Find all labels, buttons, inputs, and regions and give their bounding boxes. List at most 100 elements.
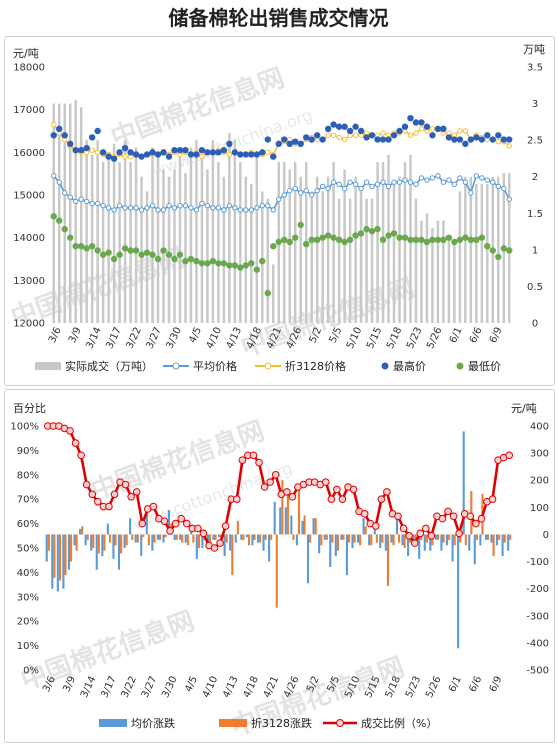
volume-bar: [162, 169, 165, 323]
avg-price-line-marker: [193, 207, 200, 213]
deal-ratio-marker: [422, 524, 430, 533]
change3128-bar: [475, 534, 478, 540]
min-price-point: [440, 236, 447, 243]
avg-price-line-marker: [352, 181, 359, 188]
deal-ratio-marker: [216, 539, 224, 547]
right-axis-unit: 元/吨: [511, 402, 537, 415]
volume-bar: [57, 103, 61, 323]
x-tick: 5/23: [405, 326, 424, 351]
y-tick-right: 200: [530, 476, 549, 487]
change3128-bar: [181, 534, 184, 543]
max-price-point: [77, 147, 85, 154]
right-axis-unit: 万吨: [523, 43, 545, 56]
avg-change-bar: [451, 534, 454, 562]
avg-price-line-marker: [435, 173, 441, 179]
max-price-point: [363, 134, 370, 141]
deal-ratio-marker: [399, 524, 408, 533]
deal-ratio-marker: [466, 512, 475, 521]
min-price-point: [379, 236, 387, 243]
y-tick-right: 2: [532, 172, 538, 183]
change3128-bar: [147, 534, 150, 546]
volume-bar: [359, 191, 363, 323]
min-price-point: [335, 236, 343, 243]
max-price-point: [83, 144, 90, 152]
min-price-point: [253, 266, 261, 273]
price-volume-chart: 中国棉花信息网www.cottonchina.org中国棉花信息网中国棉花信息网…: [7, 43, 545, 373]
change3128-bar: [436, 534, 440, 540]
change3128-bar: [464, 534, 467, 546]
change3128-bar: [197, 534, 200, 548]
max-price-point: [396, 127, 403, 135]
avg-price-line-marker: [111, 207, 117, 213]
max-price-point: [385, 136, 392, 143]
x-tick: 5/15: [365, 326, 384, 351]
legend-swatch-min: [456, 362, 464, 370]
avg-change-bar: [340, 534, 343, 540]
max-price-point: [467, 136, 475, 143]
max-price-point: [401, 123, 409, 130]
max-price-point: [259, 149, 266, 156]
volume-bar: [365, 198, 368, 323]
max-price-point: [440, 125, 447, 133]
volume-bar: [326, 176, 330, 323]
min-price-point: [193, 257, 200, 265]
avg-change-bar: [401, 534, 404, 546]
avg-price-line-marker: [391, 179, 397, 185]
min-price-point: [160, 247, 167, 254]
min-price-point: [116, 251, 123, 258]
y-tick-right: -200: [526, 584, 549, 595]
max-price-point: [176, 147, 184, 154]
max-price-point: [297, 140, 304, 147]
y-tick-left: 14000: [13, 233, 45, 244]
x-tick: 4/10: [205, 326, 224, 351]
deal-ratio-marker: [377, 495, 386, 503]
avg-price-line-marker: [276, 196, 282, 202]
min-price-point: [506, 247, 513, 254]
avg-price-line-marker: [127, 205, 134, 211]
legend-label: 折3128涨跌: [251, 716, 312, 730]
min-price-point: [456, 236, 464, 243]
y-tick-right: 400: [530, 422, 549, 433]
price3128-line-marker: [330, 132, 337, 138]
max-price-point: [226, 140, 233, 147]
volume-bar: [222, 176, 226, 323]
volume-bar: [398, 176, 401, 323]
avg-price-line-marker: [166, 202, 172, 209]
min-price-point: [368, 228, 376, 235]
avg-change-bar: [395, 515, 399, 535]
change3128-bar: [86, 534, 89, 540]
change3128-bar: [125, 534, 128, 546]
max-price-point: [330, 121, 337, 128]
max-price-point: [473, 134, 480, 141]
deal-ratio-marker: [449, 512, 458, 521]
avg-price-line-marker: [298, 190, 304, 196]
min-price-point: [286, 238, 293, 246]
price3128-line-marker: [462, 128, 469, 134]
legend-swatch-3128-marker: [264, 362, 272, 370]
y-tick-left: 30%: [17, 592, 39, 603]
volume-bar: [112, 143, 116, 323]
min-price-point: [187, 255, 195, 263]
change3128-bar: [225, 534, 228, 543]
x-tick: 6/9: [488, 675, 505, 694]
y-tick-right: 100: [530, 503, 549, 514]
avg-price-line-marker: [67, 194, 73, 200]
avg-change-bar: [423, 534, 426, 551]
avg-change-bar: [495, 534, 499, 546]
min-price-point: [270, 243, 277, 250]
change3128-bar: [103, 534, 106, 551]
min-price-point: [61, 225, 68, 233]
min-price-point: [484, 243, 491, 250]
deal-ratio-marker: [166, 527, 174, 535]
avg-change-bar: [218, 534, 221, 538]
avg-change-bar: [56, 534, 59, 592]
max-price-point: [434, 125, 442, 133]
max-price-point: [374, 136, 381, 143]
change3128-bar: [431, 534, 434, 546]
min-price-point: [478, 234, 486, 241]
y-tick-left: 60%: [17, 519, 39, 530]
volume-bar: [173, 169, 176, 323]
min-price-point: [231, 262, 239, 269]
min-price-point: [308, 236, 315, 243]
avg-change-bar: [329, 534, 332, 567]
